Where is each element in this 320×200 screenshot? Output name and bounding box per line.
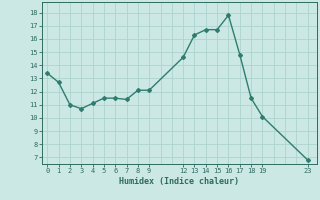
X-axis label: Humidex (Indice chaleur): Humidex (Indice chaleur)	[119, 177, 239, 186]
